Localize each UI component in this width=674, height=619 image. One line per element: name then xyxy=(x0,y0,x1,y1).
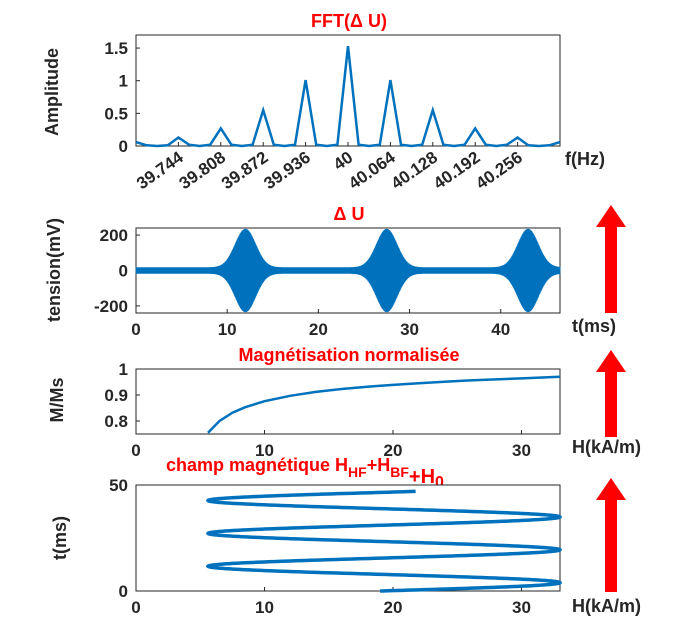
champ-title-plus-h0: +H xyxy=(409,466,435,488)
champ-title-main: champ magnétique H xyxy=(166,455,348,475)
champ-xtick-labels: 0 10 20 30 xyxy=(131,587,531,617)
champ-ytick-labels: 0 50 xyxy=(109,476,140,601)
tension-xtick-label: 10 xyxy=(218,320,237,339)
magnetisation-title: Magnétisation normalisée xyxy=(238,345,459,365)
red-arrow-icon xyxy=(596,478,626,592)
tension-xtick-labels: 0 10 20 30 40 xyxy=(131,309,510,339)
champ-ytick-label: 50 xyxy=(109,476,128,495)
fft-ytick-label: 0 xyxy=(119,137,128,156)
fft-title: FFT(Δ U) xyxy=(311,11,387,31)
panel-magnetisation: Magnétisation normalisée M/Ms H(kA/m) 0.… xyxy=(47,345,641,460)
magnetisation-ytick-label: 1 xyxy=(119,360,128,379)
magnetisation-ytick-label: 0.8 xyxy=(104,412,128,431)
fft-xtick-label: 40 xyxy=(330,148,356,174)
fft-series-line xyxy=(135,45,561,148)
magnetisation-xtick-label: 0 xyxy=(131,441,140,460)
red-arrow-icon xyxy=(596,350,626,437)
magnetisation-curve xyxy=(207,375,561,434)
champ-xtick-label: 0 xyxy=(131,598,140,617)
tension-ytick-label: 0 xyxy=(119,262,128,281)
red-arrow-icon xyxy=(596,205,626,313)
champ-title: champ magnétique HHF+HBF+H0 xyxy=(166,455,444,491)
magnetisation-ytick-label: 0.9 xyxy=(104,386,128,405)
fft-xtick-label: 40.128 xyxy=(388,148,441,193)
tension-ytick-labels: -200 0 200 xyxy=(94,226,140,316)
magnetisation-xtick-label: 30 xyxy=(512,441,531,460)
fft-xtick-label: 40.192 xyxy=(430,148,483,193)
tension-title: Δ U xyxy=(334,204,365,224)
fft-ytick-labels: 0 0.5 1 1.5 xyxy=(104,39,140,156)
magnetisation-ylabel: M/Ms xyxy=(47,378,67,423)
fft-ytick-label: 1 xyxy=(119,72,128,91)
tension-ylabel: tension(mV) xyxy=(44,218,64,322)
tension-ytick-label: 200 xyxy=(100,226,128,245)
panel-fft: FFT(Δ U) Amplitude f(Hz) 0 0.5 1 1.5 39.744… xyxy=(42,11,605,193)
champ-xlabel: H(kA/m) xyxy=(572,596,641,616)
tension-ytick-label: -200 xyxy=(94,297,128,316)
tension-xtick-label: 20 xyxy=(309,320,328,339)
fft-ytick-label: 1.5 xyxy=(104,39,128,58)
fft-xtick-label: 40.064 xyxy=(345,147,399,193)
fft-xtick-label: 40.256 xyxy=(472,148,525,193)
tension-xtick-label: 40 xyxy=(491,320,510,339)
fft-xtick-label: 39.936 xyxy=(260,148,313,193)
magnetisation-xlabel: H(kA/m) xyxy=(572,437,641,457)
fft-xtick-label: 39.872 xyxy=(218,148,271,193)
magnetisation-xtick-label: 20 xyxy=(384,441,403,460)
fft-xtick-label: 39.808 xyxy=(176,148,229,193)
tension-xlabel: t(ms) xyxy=(572,316,616,336)
champ-title-sub-hf: HF xyxy=(348,464,367,480)
magnetisation-xtick-label: 10 xyxy=(255,441,274,460)
panel-champ: champ magnétique HHF+HBF+H0 t(ms) H(kA/m… xyxy=(50,455,641,617)
champ-ylabel: t(ms) xyxy=(50,516,70,560)
fft-ylabel: Amplitude xyxy=(42,48,62,136)
champ-title-sub-bf: BF xyxy=(390,464,409,480)
champ-xtick-label: 10 xyxy=(255,598,274,617)
champ-ytick-label: 0 xyxy=(119,582,128,601)
fft-ytick-label: 0.5 xyxy=(104,104,128,123)
fft-xtick-label: 39.744 xyxy=(133,147,187,193)
fft-xlabel: f(Hz) xyxy=(565,149,605,169)
champ-title-plus-h: +H xyxy=(367,455,391,475)
champ-xtick-label: 20 xyxy=(384,598,403,617)
champ-title-sub-0: 0 xyxy=(435,474,444,491)
magnetisation-xtick-labels: 0 10 20 30 xyxy=(131,430,531,460)
tension-xtick-label: 0 xyxy=(131,320,140,339)
magnetisation-ytick-labels: 0.8 0.9 1 xyxy=(104,360,140,431)
tension-xtick-label: 30 xyxy=(400,320,419,339)
tension-signal xyxy=(135,228,561,313)
champ-curve xyxy=(205,489,562,593)
champ-xtick-label: 30 xyxy=(512,598,531,617)
flow-arrows xyxy=(596,205,626,592)
